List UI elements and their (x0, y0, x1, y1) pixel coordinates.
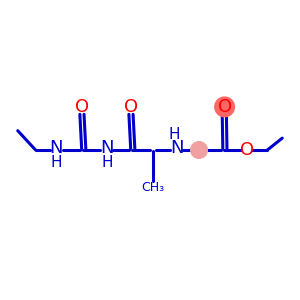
Text: CH₃: CH₃ (141, 181, 164, 194)
Text: O: O (124, 98, 138, 116)
Text: O: O (218, 98, 232, 116)
Text: O: O (239, 141, 254, 159)
Text: H: H (51, 155, 62, 170)
Text: H: H (101, 155, 113, 170)
Text: N: N (50, 139, 63, 157)
Circle shape (215, 97, 234, 117)
Circle shape (191, 142, 207, 158)
Text: H: H (169, 127, 180, 142)
Text: O: O (75, 98, 89, 116)
Text: N: N (170, 139, 184, 157)
Text: N: N (100, 139, 114, 157)
